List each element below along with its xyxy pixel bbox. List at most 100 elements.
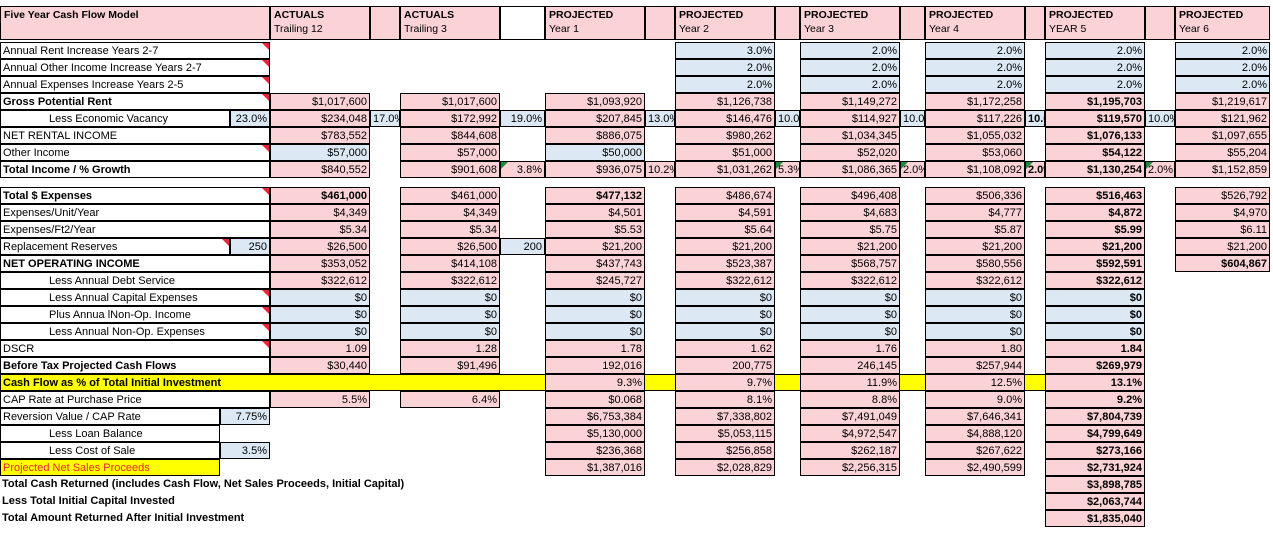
row-label-dscr[interactable]: DSCR: [0, 340, 270, 357]
cell-value[interactable]: 200: [500, 238, 545, 255]
cell-value[interactable]: $57,000: [400, 144, 500, 161]
cell-value[interactable]: 2.0%: [1175, 59, 1270, 76]
cell-value[interactable]: 8.8%: [800, 391, 900, 408]
row-label-total-cash-returned-includes-cash-flow-net-sales-proceeds-initial-capital[interactable]: Total Cash Returned (includes Cash Flow,…: [2, 478, 405, 490]
cell-value[interactable]: 9.7%: [675, 374, 775, 391]
cell-value[interactable]: $1,219,617: [1175, 93, 1270, 110]
cell-value[interactable]: 1.76: [800, 340, 900, 357]
cell-value[interactable]: $2,731,924: [1045, 459, 1145, 476]
cell-value[interactable]: 2.0%: [675, 59, 775, 76]
cell-value[interactable]: $21,200: [675, 238, 775, 255]
cell-value[interactable]: $50,000: [545, 144, 645, 161]
cell-value[interactable]: $0.068: [545, 391, 645, 408]
cell-value[interactable]: $1,149,272: [800, 93, 900, 110]
row-label-expenses-ft2-year[interactable]: Expenses/Ft2/Year: [0, 221, 270, 238]
cell-value[interactable]: 8.1%: [675, 391, 775, 408]
cell-value[interactable]: $980,262: [675, 127, 775, 144]
cell-value[interactable]: 1.28: [400, 340, 500, 357]
row-label-total-income-growth[interactable]: Total Income / % Growth: [0, 161, 270, 178]
cell-value[interactable]: $234,048: [270, 110, 370, 127]
row-label-net-rental-income[interactable]: NET RENTAL INCOME: [0, 127, 270, 144]
cell-value[interactable]: 2.0%: [1175, 76, 1270, 93]
cell-value[interactable]: $0: [925, 323, 1025, 340]
cell-value[interactable]: $7,491,049: [800, 408, 900, 425]
row-label-less-loan-balance[interactable]: Less Loan Balance: [0, 425, 220, 442]
cell-value[interactable]: $172,992: [400, 110, 500, 127]
cell-value[interactable]: 246,145: [800, 357, 900, 374]
cell-value[interactable]: $0: [925, 306, 1025, 323]
cell-value[interactable]: $580,556: [925, 255, 1025, 272]
cell-value[interactable]: $322,612: [400, 272, 500, 289]
cell-value[interactable]: 23.0%: [230, 110, 270, 127]
cell-value[interactable]: $0: [675, 306, 775, 323]
cell-value[interactable]: $0: [270, 289, 370, 306]
cell-value[interactable]: $146,476: [675, 110, 775, 127]
cell-value[interactable]: $1,034,345: [800, 127, 900, 144]
cell-value[interactable]: $273,166: [1045, 442, 1145, 459]
cell-value[interactable]: 10.0%: [1025, 110, 1045, 127]
row-label-projected-net-sales-proceeds[interactable]: Projected Net Sales Proceeds: [0, 459, 220, 476]
row-label-before-tax-projected-cash-flows[interactable]: Before Tax Projected Cash Flows: [0, 357, 270, 374]
cell-value[interactable]: $5.99: [1045, 221, 1145, 238]
cell-value[interactable]: $91,496: [400, 357, 500, 374]
column-header-projected-year-4[interactable]: PROJECTED Year 4: [925, 6, 1025, 40]
column-header-spacer-2[interactable]: [370, 6, 400, 40]
cell-value[interactable]: $461,000: [400, 187, 500, 204]
cell-value[interactable]: $322,612: [925, 272, 1025, 289]
cell-value[interactable]: $5.34: [270, 221, 370, 238]
cell-value[interactable]: $262,187: [800, 442, 900, 459]
cell-value[interactable]: $21,200: [925, 238, 1025, 255]
column-header-spacer-4[interactable]: [500, 6, 545, 40]
cell-value[interactable]: $0: [800, 306, 900, 323]
row-label-gross-potential-rent[interactable]: Gross Potential Rent: [0, 93, 270, 110]
cell-value[interactable]: $1,152,859: [1175, 161, 1270, 178]
cell-value[interactable]: $0: [675, 289, 775, 306]
cell-value[interactable]: 2.0%: [800, 59, 900, 76]
cell-value[interactable]: $55,204: [1175, 144, 1270, 161]
cell-value[interactable]: $0: [270, 306, 370, 323]
cell-value[interactable]: $21,200: [1175, 238, 1270, 255]
cell-value[interactable]: $0: [400, 306, 500, 323]
cell-value[interactable]: 9.2%: [1045, 391, 1145, 408]
cell-value[interactable]: $236,368: [545, 442, 645, 459]
cell-value[interactable]: $269,979: [1045, 357, 1145, 374]
cell-value[interactable]: 17.0%: [370, 110, 400, 127]
cell-value[interactable]: $568,757: [800, 255, 900, 272]
cell-value[interactable]: 10.0%: [900, 110, 925, 127]
cell-value[interactable]: $1,076,133: [1045, 127, 1145, 144]
cell-value[interactable]: $2,063,744: [1045, 493, 1145, 510]
cell-value[interactable]: $901,608: [400, 161, 500, 178]
cell-value[interactable]: 5.5%: [270, 391, 370, 408]
cell-value[interactable]: 19.0%: [500, 110, 545, 127]
cell-value[interactable]: 2.0%: [800, 42, 900, 59]
cell-value[interactable]: $21,200: [545, 238, 645, 255]
cell-value[interactable]: 10.2%: [645, 161, 675, 178]
cell-value[interactable]: $30,440: [270, 357, 370, 374]
cell-value[interactable]: $0: [800, 323, 900, 340]
cell-value[interactable]: $2,256,315: [800, 459, 900, 476]
cell-value[interactable]: $0: [400, 289, 500, 306]
cell-value[interactable]: $4,777: [925, 204, 1025, 221]
row-label-total-amount-returned-after-initial-investment[interactable]: Total Amount Returned After Initial Inve…: [2, 512, 245, 524]
cell-value[interactable]: $4,683: [800, 204, 900, 221]
cell-value[interactable]: $54,122: [1045, 144, 1145, 161]
cell-value[interactable]: 2.0%: [1175, 42, 1270, 59]
cell-value[interactable]: 1.84: [1045, 340, 1145, 357]
cell-value[interactable]: $844,608: [400, 127, 500, 144]
row-label-annual-other-income-increase-years-2-7[interactable]: Annual Other Income Increase Years 2-7: [0, 59, 270, 76]
cell-value[interactable]: $52,020: [800, 144, 900, 161]
cell-value[interactable]: 1.78: [545, 340, 645, 357]
cell-value[interactable]: $604,867: [1175, 255, 1270, 272]
cell-value[interactable]: $4,799,649: [1045, 425, 1145, 442]
cell-value[interactable]: $5.53: [545, 221, 645, 238]
cell-value[interactable]: 13.0%: [645, 110, 675, 127]
cell-value[interactable]: $783,552: [270, 127, 370, 144]
cell-value[interactable]: 2.0%: [1045, 59, 1145, 76]
cell-value[interactable]: $245,727: [545, 272, 645, 289]
column-header-projected-year-5[interactable]: PROJECTED YEAR 5: [1045, 6, 1145, 40]
cell-value[interactable]: $437,743: [545, 255, 645, 272]
cell-value[interactable]: $21,200: [1045, 238, 1145, 255]
cell-value[interactable]: $7,338,802: [675, 408, 775, 425]
cell-value[interactable]: $4,972,547: [800, 425, 900, 442]
cell-value[interactable]: $886,075: [545, 127, 645, 144]
